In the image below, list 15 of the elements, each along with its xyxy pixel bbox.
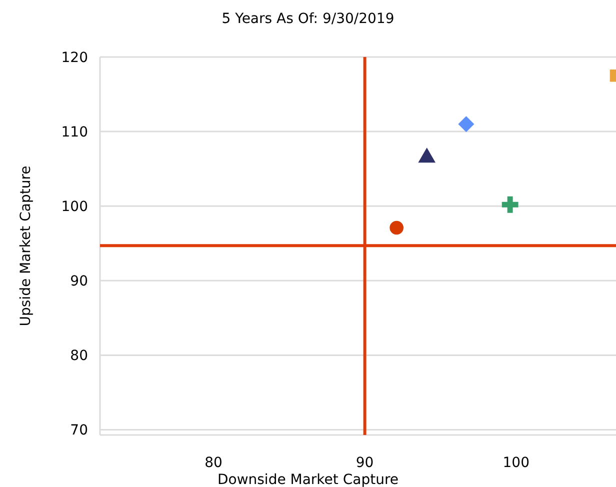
y-axis-title: Upside Market Capture <box>18 166 34 326</box>
point <box>458 116 474 132</box>
chart-title: 5 Years As Of: 9/30/2019 <box>222 11 394 27</box>
y-tick-label: 120 <box>61 50 88 66</box>
y-tick-label: 100 <box>61 199 88 216</box>
y-tick-label: 70 <box>70 422 88 439</box>
x-tick-label: 100 <box>502 455 530 471</box>
x-tick-label: 90 <box>356 455 374 471</box>
y-tick-label: 110 <box>61 124 88 140</box>
point <box>390 220 404 235</box>
point <box>502 196 518 213</box>
x-tick-label: 80 <box>204 455 222 471</box>
x-axis-title: Downside Market Capture <box>217 472 399 487</box>
y-tick-label: 80 <box>70 348 88 364</box>
y-tick-label: 90 <box>70 274 88 290</box>
